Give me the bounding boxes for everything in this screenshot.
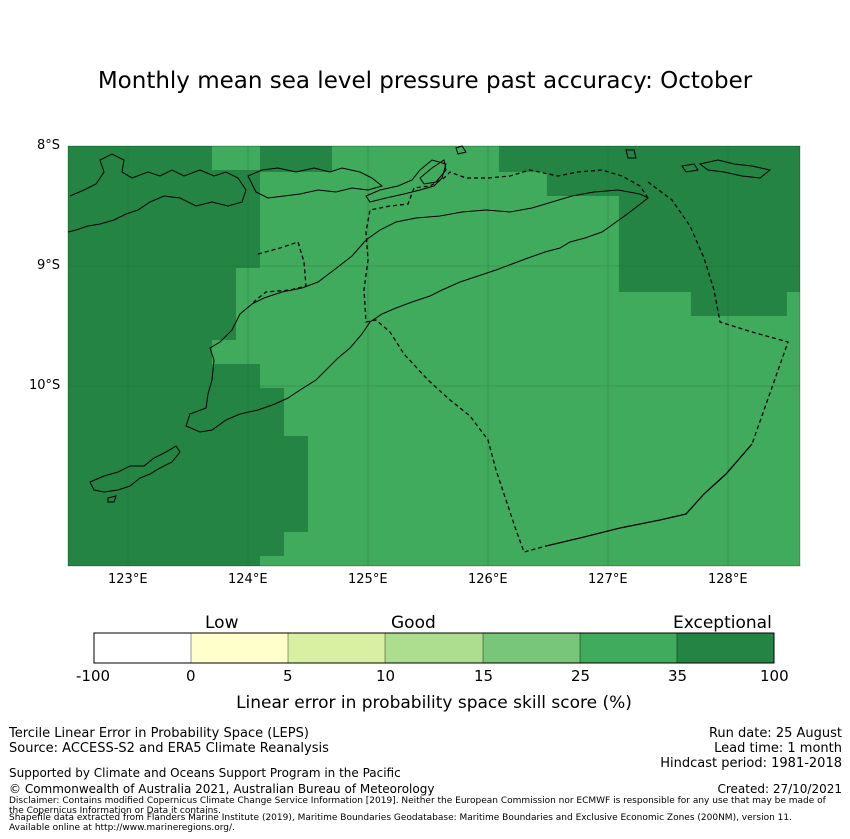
lon-label-128e: 128°E bbox=[708, 572, 748, 587]
exceptional-region-north bbox=[260, 146, 332, 172]
lon-label-127e: 127°E bbox=[588, 572, 628, 587]
eez-boundaries bbox=[251, 169, 789, 553]
coastline-kisar bbox=[419, 159, 447, 185]
coastline-semau bbox=[107, 495, 117, 503]
coastline-leti bbox=[681, 163, 699, 173]
footer-source: Source: ACCESS-S2 and ERA5 Climate Reana… bbox=[9, 741, 329, 756]
coastline-flores-east bbox=[247, 167, 384, 199]
exceptional-region-east bbox=[499, 146, 800, 316]
colorbar-category-exceptional: Exceptional bbox=[673, 613, 772, 633]
colorbar-segment-neg100-0 bbox=[94, 633, 191, 663]
lon-label-123e: 123°E bbox=[108, 572, 148, 587]
colorbar-tick-neg100: -100 bbox=[76, 667, 111, 685]
footer-support: Supported by Climate and Oceans Support … bbox=[9, 766, 401, 780]
colorbar-tick-25: 25 bbox=[571, 667, 591, 685]
footer-disclaimer-line2: the Copernicus Information or Data it co… bbox=[9, 806, 221, 816]
footer-created: Created: 27/10/2021 bbox=[717, 782, 842, 796]
coastline-wetar bbox=[365, 159, 447, 203]
colorbar-segment-0-5 bbox=[191, 633, 288, 663]
colorbar-segment-5-10 bbox=[288, 633, 385, 663]
skill-map bbox=[67, 145, 801, 567]
coastline-moa bbox=[698, 159, 772, 179]
map-frame bbox=[67, 145, 801, 567]
eez-boundary-solid bbox=[545, 443, 753, 547]
colorbar-tick-35: 35 bbox=[668, 667, 688, 685]
footer-shapefile-line1: Shapefile data extracted from Flanders M… bbox=[9, 813, 792, 823]
colorbar-category-good: Good bbox=[391, 613, 436, 633]
colorbar-xlabel: Linear error in probability space skill … bbox=[236, 693, 632, 713]
colorbar-frame bbox=[93, 632, 775, 664]
colorbar-segment-25-35 bbox=[580, 633, 677, 663]
colorbar-category-low: Low bbox=[205, 613, 239, 633]
colorbar-segment-15-25 bbox=[483, 633, 580, 663]
colorbar bbox=[93, 632, 775, 664]
colorbar-tick-0: 0 bbox=[186, 667, 196, 685]
eez-boundary-east bbox=[647, 181, 789, 445]
footer-shapefile-line2: Available online at http://www.marinereg… bbox=[9, 823, 235, 833]
coastline-timor bbox=[185, 189, 649, 433]
colorbar-tick-5: 5 bbox=[283, 667, 293, 685]
footer-method: Tercile Linear Error in Probability Spac… bbox=[9, 726, 309, 741]
footer-hindcast-period: Hindcast period: 1981-2018 bbox=[660, 756, 842, 771]
colorbar-tick-100: 100 bbox=[760, 667, 789, 685]
exceptional-region-west bbox=[68, 146, 308, 566]
coastline-romang bbox=[625, 149, 637, 159]
colorbar-tick-15: 15 bbox=[474, 667, 494, 685]
coastline-alor bbox=[67, 153, 247, 233]
colorbar-tick-10: 10 bbox=[376, 667, 396, 685]
lat-label-9s: 9°S bbox=[37, 258, 61, 273]
coastline-atauro bbox=[455, 145, 467, 155]
footer-copyright: © Commonwealth of Australia 2021, Austra… bbox=[9, 782, 435, 796]
eez-boundary-oecusse bbox=[251, 241, 307, 305]
coastline-rote bbox=[89, 445, 181, 493]
colorbar-segment-10-15 bbox=[385, 633, 483, 663]
lon-label-124e: 124°E bbox=[228, 572, 268, 587]
colorbar-segment-35-100 bbox=[677, 633, 774, 663]
lat-label-8s: 8°S bbox=[37, 138, 61, 153]
lon-label-125e: 125°E bbox=[348, 572, 388, 587]
footer-lead-time: Lead time: 1 month bbox=[714, 741, 842, 756]
footer-disclaimer-line1: Disclaimer: Contains modified Copernicus… bbox=[9, 796, 826, 806]
figure-title: Monthly mean sea level pressure past acc… bbox=[97, 68, 753, 94]
lat-label-10s: 10°S bbox=[29, 378, 61, 393]
footer-run-date: Run date: 25 August bbox=[708, 726, 842, 741]
lon-label-126e: 126°E bbox=[468, 572, 508, 587]
coastlines bbox=[67, 145, 772, 503]
